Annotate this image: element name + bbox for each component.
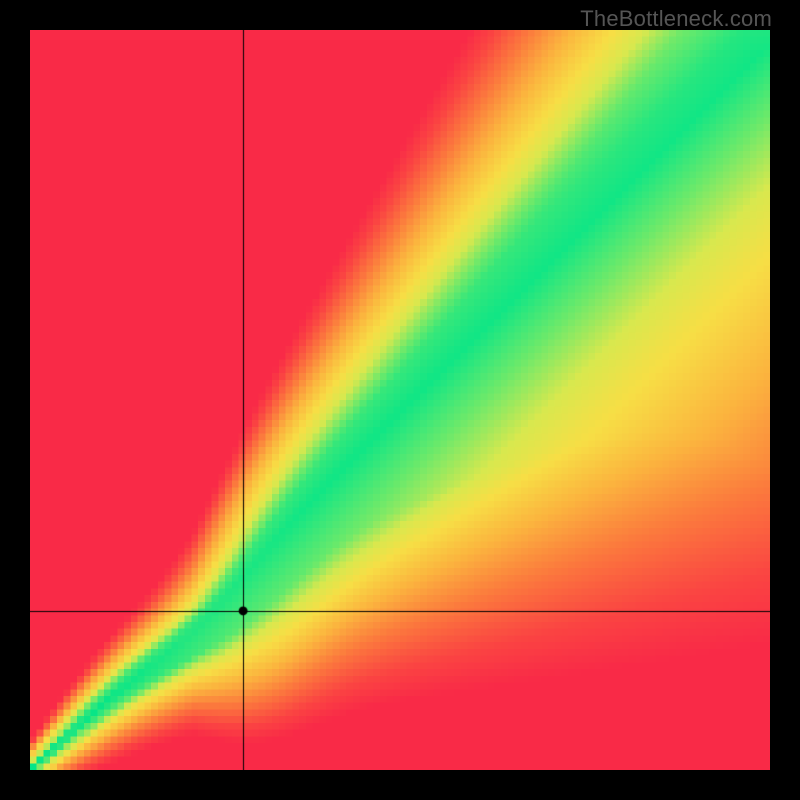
watermark-text: TheBottleneck.com [580, 6, 772, 32]
chart-container: TheBottleneck.com [0, 0, 800, 800]
heatmap-canvas [30, 30, 770, 770]
